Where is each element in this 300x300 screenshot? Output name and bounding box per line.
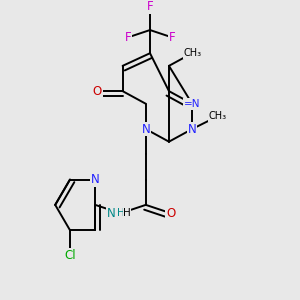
Text: F: F <box>169 31 175 44</box>
Text: O: O <box>167 207 176 220</box>
Text: =N: =N <box>184 99 200 109</box>
Text: N: N <box>107 207 116 220</box>
Text: N: N <box>141 122 150 136</box>
Text: N: N <box>91 173 100 186</box>
Text: Cl: Cl <box>64 249 76 262</box>
Text: F: F <box>124 31 131 44</box>
Text: F: F <box>147 0 153 14</box>
Text: H: H <box>123 208 131 218</box>
Text: CH₃: CH₃ <box>183 48 201 58</box>
Text: O: O <box>93 85 102 98</box>
Text: CH₃: CH₃ <box>208 111 226 122</box>
Text: H: H <box>117 208 124 218</box>
Text: N: N <box>188 122 197 136</box>
